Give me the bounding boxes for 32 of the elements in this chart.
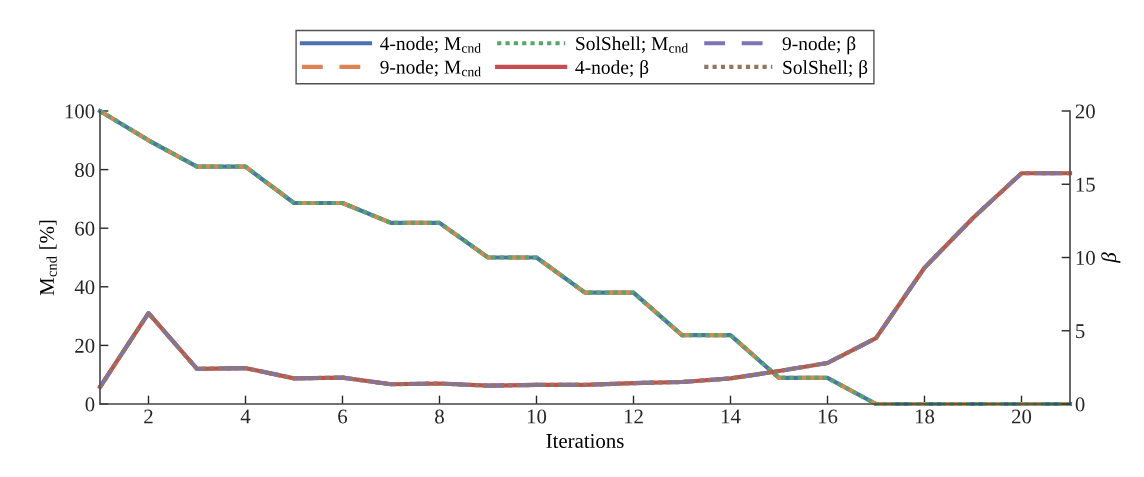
- x-tick-label: 20: [1012, 409, 1032, 424]
- y2-tick-label: 0: [1075, 397, 1085, 412]
- y-tick-label: 20: [75, 338, 95, 353]
- x-tick-label: 2: [144, 409, 153, 424]
- x-tick-label: 12: [624, 409, 643, 424]
- y-tick-label: 100: [65, 104, 95, 119]
- x-tick-label: 14: [721, 409, 741, 424]
- legend-label: 4-node; M$_{cnd}$: [380, 36, 481, 53]
- x-tick-label: 8: [435, 409, 444, 424]
- y-tick-label: 40: [74, 280, 95, 295]
- x-tick-label: 18: [915, 409, 935, 424]
- y2-tick-label: 5: [1076, 324, 1085, 339]
- y-tick-label: 80: [75, 162, 95, 178]
- x-tick-label: 6: [338, 409, 348, 424]
- y2-tick-label: 15: [1076, 177, 1095, 192]
- line-series: [97, 171, 1073, 390]
- x-tick-label: 4: [240, 409, 251, 424]
- legend-label: 9-node; M$_{cnd}$: [380, 60, 481, 77]
- legend-label: 9-node; β: [782, 36, 856, 55]
- legend-label: SolShell; M$_{cnd}$: [576, 36, 689, 53]
- x-axis-title: Iterations: [546, 433, 624, 448]
- y-axis-title: M$_{cnd}$ [%]: [39, 220, 57, 296]
- y2-tick-label: 20: [1075, 104, 1095, 119]
- y-tick-label: 0: [85, 397, 95, 412]
- y-tick-label: 60: [75, 221, 95, 236]
- x-tick-label: 16: [818, 409, 838, 424]
- y2-tick-label: 10: [1076, 250, 1095, 265]
- y2-axis-title: β: [1101, 252, 1121, 264]
- x-tick-label: 10: [527, 409, 547, 424]
- line-series: [97, 108, 1073, 407]
- legend-label: 4-node; β: [575, 60, 649, 78]
- legend-label: SolShell; β: [783, 60, 868, 78]
